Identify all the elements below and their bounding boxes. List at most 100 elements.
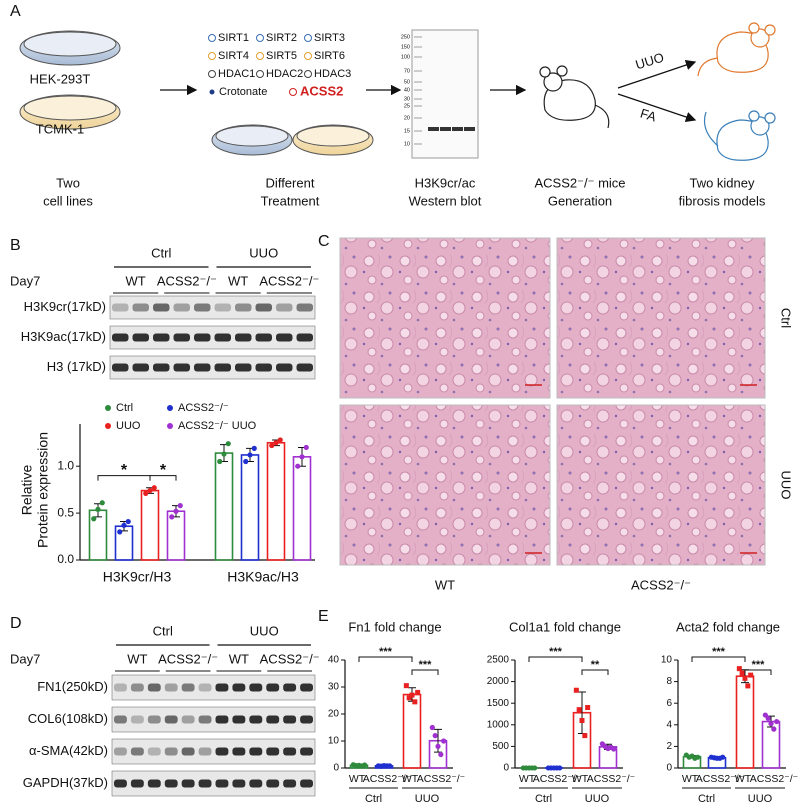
day-label: Day7	[10, 651, 40, 666]
blot-band	[215, 747, 229, 756]
blot-band	[130, 715, 144, 724]
ladder-label: 30	[404, 96, 410, 102]
caption: Two kidney	[689, 175, 755, 190]
data-point	[771, 726, 777, 732]
blot-band	[266, 715, 280, 724]
blot-band	[266, 747, 280, 756]
data-point	[225, 441, 231, 447]
row-label: UUO	[779, 471, 794, 500]
data-point	[143, 490, 149, 497]
blot-band	[132, 303, 149, 312]
data-point	[117, 529, 123, 535]
x-tick-label: WT	[402, 773, 419, 785]
legend-marker	[105, 405, 111, 411]
treatment-icon	[208, 52, 216, 60]
ladder-label: 100	[401, 54, 410, 60]
blot-band	[181, 747, 195, 756]
blot-band	[164, 747, 178, 756]
significance: ***	[549, 646, 563, 658]
ladder-label: 70	[404, 68, 410, 74]
ladder-label: 20	[404, 115, 410, 121]
acss2-icon	[289, 88, 297, 96]
blot-band	[300, 683, 313, 692]
group-label: Ctrl	[365, 793, 382, 805]
blot-band	[114, 715, 127, 724]
group-label: UUO	[415, 793, 440, 805]
treatment: SIRT6	[314, 50, 345, 62]
bar	[140, 489, 160, 561]
blot-band	[255, 333, 272, 342]
data-point	[573, 687, 579, 693]
blot-band	[198, 747, 212, 756]
row-label: α-SMA(42kD)	[29, 743, 108, 758]
group-label: Ctrl	[698, 793, 715, 805]
legend-marker	[167, 423, 173, 429]
blot-band	[249, 715, 263, 724]
blot-band	[194, 303, 211, 312]
ladder-label: 40	[404, 87, 410, 93]
x-tick-label: ACSS2⁻/⁻	[587, 773, 636, 785]
blot-band	[283, 715, 297, 724]
data-point	[147, 487, 153, 494]
blot-band	[153, 333, 170, 342]
blot-band	[153, 303, 170, 312]
y-tick-label: 0	[333, 763, 339, 774]
chart-title: Acta2 fold change	[676, 619, 780, 634]
group-label: UUO	[249, 245, 278, 260]
data-point	[295, 463, 301, 469]
day-label: Day7	[10, 273, 40, 288]
treatment: HDAC2	[266, 68, 303, 80]
ladder-label: 250	[401, 34, 410, 40]
caption: ACSS2⁻/⁻ mice	[534, 175, 625, 190]
blot-band	[232, 715, 246, 724]
genotype-label: WT	[228, 273, 248, 288]
significance-bracket	[691, 656, 746, 662]
blot-band	[173, 333, 190, 342]
genotype-label: WT	[127, 651, 147, 666]
data-point	[362, 762, 368, 768]
blot-band	[132, 363, 149, 372]
blot-band	[147, 779, 161, 788]
group-label: Ctrl	[535, 793, 552, 805]
y-axis-label: Relative	[19, 465, 35, 516]
blot-band	[300, 779, 313, 788]
significance-bracket	[149, 475, 177, 481]
blot-band	[215, 779, 229, 788]
y-tick-label: 1000	[487, 719, 510, 730]
cell-line: TCMK-1	[36, 121, 84, 136]
x-tick-label: WT	[572, 773, 589, 785]
blot-band	[153, 363, 170, 372]
blot-strip	[109, 355, 316, 380]
genotype-label: ACSS2⁻/⁻	[259, 273, 319, 288]
blot-strip	[111, 674, 316, 701]
treatment: SIRT5	[266, 50, 297, 62]
x-tick-label: H3K9cr/H3	[103, 569, 172, 585]
blot-band	[300, 715, 313, 724]
ladder-label: 15	[404, 128, 410, 134]
data-point	[745, 683, 751, 689]
blot-band	[249, 683, 263, 692]
row-label: GAPDH(37kD)	[23, 775, 108, 790]
group-label: UUO	[585, 793, 610, 805]
ladder-label: 150	[401, 44, 410, 50]
x-tick-label: WT	[735, 773, 752, 785]
blot-band	[255, 303, 272, 312]
significance: ***	[752, 659, 766, 671]
blot-band	[147, 747, 161, 756]
y-tick-label: 4	[666, 719, 672, 730]
legend-label: UUO	[116, 420, 141, 432]
treatment: HDAC3	[314, 68, 351, 80]
data-point	[125, 518, 131, 525]
panel-label: D	[10, 615, 22, 632]
blot-band	[296, 303, 313, 312]
bar	[735, 675, 755, 769]
blot-band	[283, 683, 297, 692]
data-point	[774, 718, 780, 725]
blot-band	[296, 363, 313, 372]
data-point	[695, 754, 701, 760]
blot-band	[164, 779, 178, 788]
x-tick-label: WT	[682, 773, 699, 785]
blot-band	[428, 127, 439, 131]
bar	[761, 720, 781, 769]
panel-label: E	[318, 608, 329, 625]
